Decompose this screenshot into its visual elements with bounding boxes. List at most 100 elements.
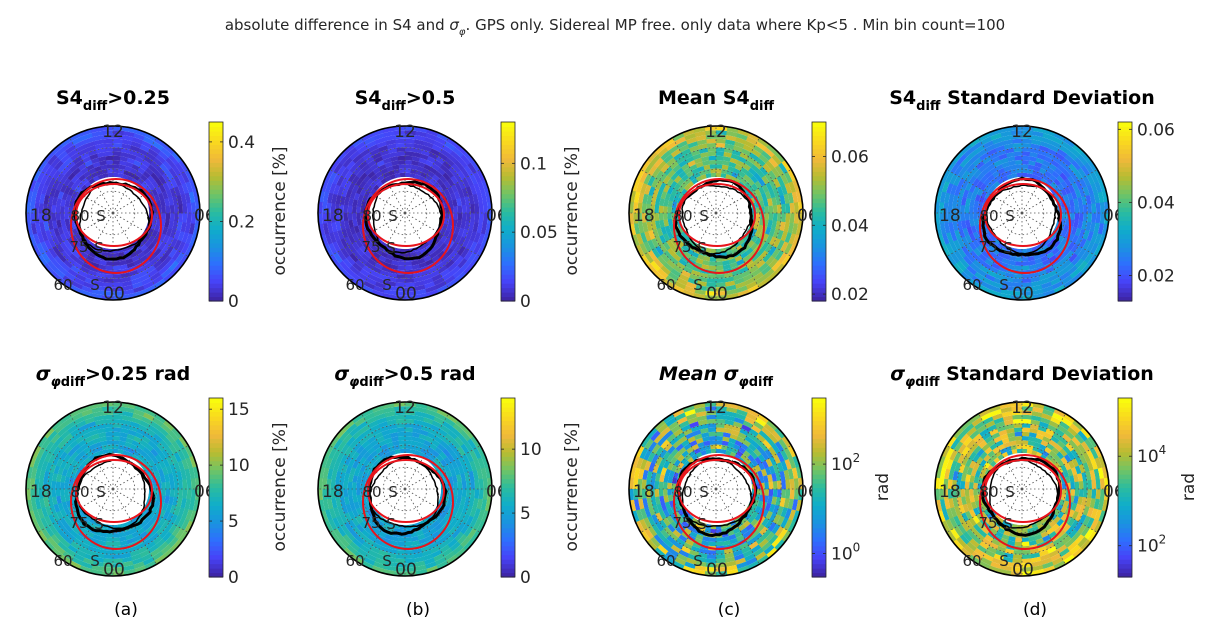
coastline (363, 180, 444, 261)
colorbar-segment (812, 469, 826, 475)
mlt-label-18: 18 (322, 206, 344, 226)
colorbar-segment (209, 496, 223, 502)
colorbar-segment (1118, 238, 1132, 244)
colorbar-segment (209, 287, 223, 293)
mlt-label-12: 12 (102, 398, 124, 418)
colorbar: 0.02 0.04 0.06 (1117, 120, 1175, 302)
colorbar-segment (209, 139, 223, 145)
colorbar-segment (1118, 532, 1132, 538)
colorbar-segment (1118, 541, 1132, 547)
grid-spoke-9 (672, 413, 717, 490)
colorbar-tick-label-2: 104 (1137, 443, 1166, 467)
heatmap-cells (628, 401, 804, 577)
grid-spoke-6 (37, 212, 114, 257)
colorbar-segment (1118, 292, 1132, 298)
colorbar-segment (209, 202, 223, 208)
mlt-label-12: 12 (1011, 122, 1033, 142)
colorbar-segment (501, 122, 515, 128)
mlt-label-00: 00 (395, 284, 417, 304)
mlt-label-12: 12 (394, 398, 416, 418)
colorbar-segment (812, 568, 826, 574)
colorbar-frame (208, 121, 224, 302)
colorbar-segment (209, 224, 223, 230)
oval-boundary-inner (984, 459, 1062, 523)
hemisphere-label-mid: S (697, 239, 707, 257)
colorbar-segment (501, 402, 515, 408)
polar-frame (934, 125, 1110, 301)
hemisphere-label-outer: S (382, 552, 392, 570)
colorbar-segment (501, 171, 515, 177)
colorbar-segment (1118, 398, 1132, 404)
colorbar-segment (501, 287, 515, 293)
colorbar-segment (812, 157, 826, 163)
grid-spoke-9 (978, 413, 1023, 490)
hemisphere-label-mid: S (386, 239, 396, 257)
colorbar-frame (811, 121, 827, 302)
hemisphere-label-mid: S (1003, 239, 1013, 257)
polar-frame (934, 401, 1110, 577)
colorbar-segment (812, 402, 826, 408)
colorbar-segment (209, 536, 223, 542)
grid-spoke-12 (112, 169, 189, 214)
colorbar-segment (812, 144, 826, 150)
colorbar-tick-label-1: 0 (228, 568, 239, 588)
colorbar-segment (812, 442, 826, 448)
colorbar-segment (209, 283, 223, 289)
colorbar-segment (1118, 460, 1132, 466)
colorbar-segment (501, 563, 515, 569)
lat-label-80: 80 (673, 207, 692, 225)
grid-ring-1 (90, 466, 136, 512)
colorbar-segment (812, 233, 826, 239)
colorbar-segment (209, 269, 223, 275)
colorbar-segment (812, 541, 826, 547)
colorbar-segment (209, 474, 223, 480)
colorbar-segment (1118, 456, 1132, 462)
grid-spoke-12 (715, 169, 792, 214)
grid-ring-2 (69, 169, 157, 257)
colorbar-segment (812, 509, 826, 515)
grid-spoke-3 (404, 488, 449, 565)
colorbar-segment (501, 568, 515, 574)
mlt-label-00: 00 (395, 560, 417, 580)
grid-spoke-3 (715, 212, 760, 289)
panel-title: Mean σφdiff (659, 363, 773, 390)
colorbar-segment (501, 406, 515, 413)
polar-frame (25, 401, 201, 577)
colorbar-segment (1118, 220, 1132, 226)
colorbar-segment (209, 135, 223, 141)
colorbar-segment (812, 447, 826, 453)
mlt-label-12: 12 (102, 122, 124, 142)
grid-spoke-5 (361, 212, 406, 289)
colorbar-segment (209, 460, 223, 466)
grid-spoke-3 (715, 488, 760, 565)
colorbar-segment (812, 202, 826, 208)
colorbar-segment (1118, 184, 1132, 190)
colorbar-segment (812, 420, 826, 426)
grid-spoke-2 (715, 212, 792, 257)
grid-spoke-5 (69, 212, 114, 289)
grid-spoke-9 (69, 413, 114, 490)
lat-label-80: 80 (673, 483, 692, 501)
panel-title: σφdiff>0.5 rad (334, 363, 475, 390)
colorbar-segment (501, 487, 515, 493)
colorbar-segment (1118, 447, 1132, 453)
colorbar-segment (1118, 509, 1132, 515)
oval-boundary-inner (678, 459, 756, 523)
colorbar-segment (209, 126, 223, 132)
colorbar-segment (501, 269, 515, 275)
colorbar-segment (501, 242, 515, 248)
colorbar-segment (209, 153, 223, 159)
colorbar-tick-label-1: 100 (831, 541, 860, 565)
polar-grid (629, 126, 803, 300)
mlt-label-00: 00 (1012, 560, 1034, 580)
colorbar-segment (812, 518, 826, 524)
oval-boundary-outer (673, 454, 765, 550)
column-label-d: (d) (1023, 600, 1047, 620)
mlt-label-18: 18 (633, 482, 655, 502)
grid-ring-1 (693, 466, 739, 512)
grid-spoke-12 (715, 445, 792, 490)
grid-spoke-5 (978, 212, 1023, 289)
colorbar-segment (812, 545, 826, 551)
